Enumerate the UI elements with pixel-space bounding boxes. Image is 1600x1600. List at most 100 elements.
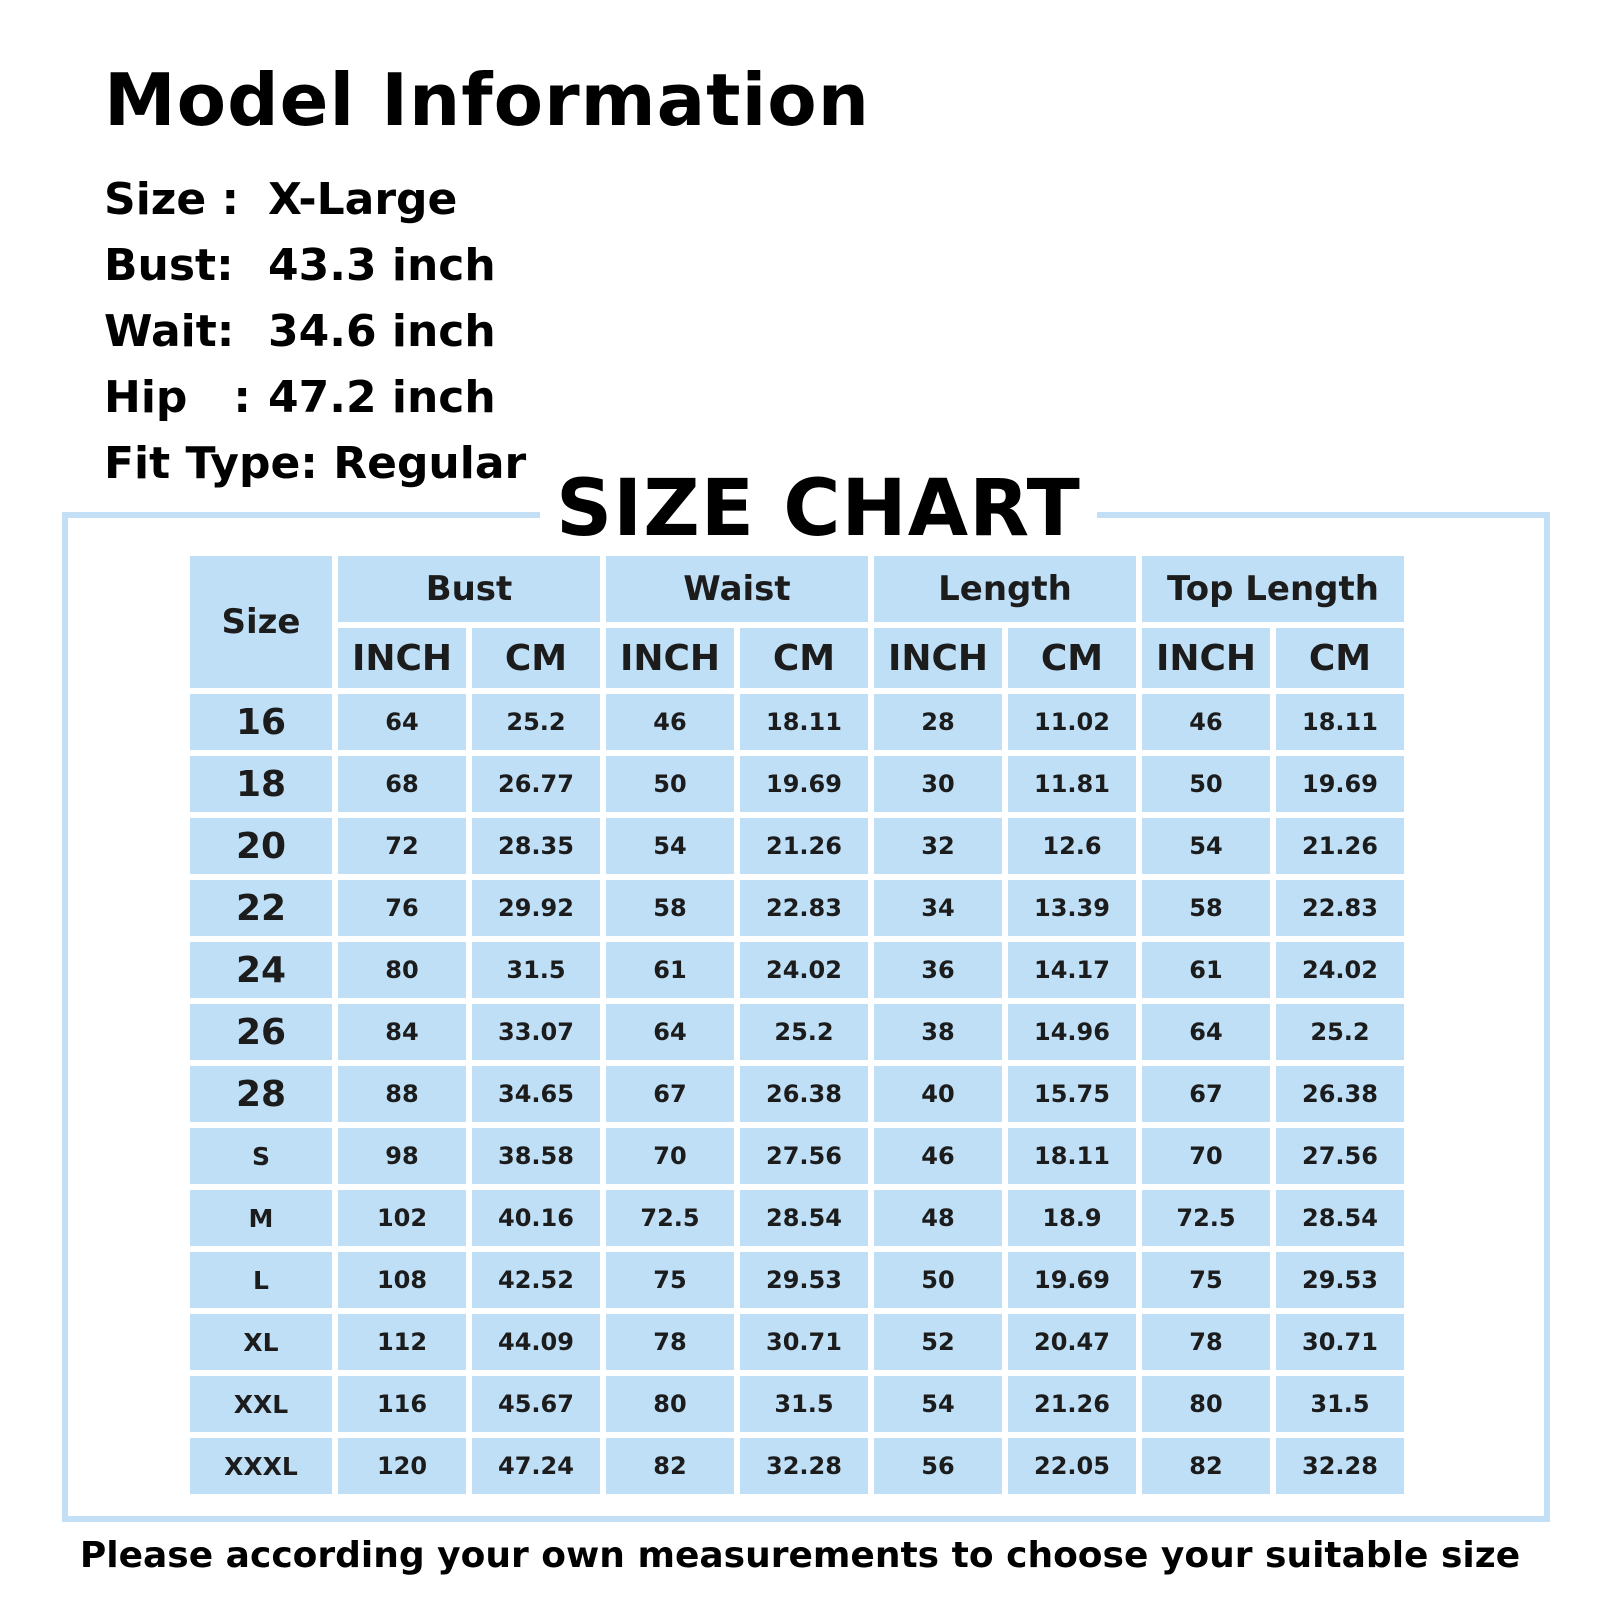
value-cell: 22.83 <box>740 880 868 936</box>
value-cell: 26.38 <box>740 1066 868 1122</box>
value-cell: 64 <box>1142 1004 1270 1060</box>
value-cell: 11.81 <box>1008 756 1136 812</box>
model-size-row: Size : X-Large <box>104 172 526 238</box>
value-cell: 20.47 <box>1008 1314 1136 1370</box>
value-cell: 11.02 <box>1008 694 1136 750</box>
table-row: XXXL 120 47.24 82 32.28 56 22.05 82 32.28 <box>190 1438 1404 1494</box>
model-waist-value: 34.6 inch <box>268 306 496 357</box>
model-information-title: Model Information <box>104 58 871 142</box>
value-cell: 25.2 <box>472 694 600 750</box>
size-chart-title: SIZE CHART <box>540 464 1097 554</box>
value-cell: 70 <box>1142 1128 1270 1184</box>
value-cell: 14.96 <box>1008 1004 1136 1060</box>
table-row: 24 80 31.5 61 24.02 36 14.17 61 24.02 <box>190 942 1404 998</box>
value-cell: 15.75 <box>1008 1066 1136 1122</box>
value-cell: 26.38 <box>1276 1066 1404 1122</box>
value-cell: 14.17 <box>1008 942 1136 998</box>
value-cell: 78 <box>606 1314 734 1370</box>
value-cell: 102 <box>338 1190 466 1246</box>
value-cell: 31.5 <box>1276 1376 1404 1432</box>
model-hip-value: 47.2 inch <box>268 372 496 423</box>
value-cell: 21.26 <box>1276 818 1404 874</box>
unit-header: CM <box>1276 628 1404 688</box>
model-bust-row: Bust: 43.3 inch <box>104 238 526 304</box>
unit-header: INCH <box>606 628 734 688</box>
value-cell: 46 <box>874 1128 1002 1184</box>
model-size-label: Size : <box>104 174 240 225</box>
value-cell: 54 <box>606 818 734 874</box>
value-cell: 27.56 <box>1276 1128 1404 1184</box>
value-cell: 42.52 <box>472 1252 600 1308</box>
size-cell: XXXL <box>190 1438 332 1494</box>
footer-note: Please according your own measurements t… <box>79 1535 1521 1576</box>
value-cell: 45.67 <box>472 1376 600 1432</box>
value-cell: 67 <box>1142 1066 1270 1122</box>
value-cell: 75 <box>1142 1252 1270 1308</box>
value-cell: 18.9 <box>1008 1190 1136 1246</box>
value-cell: 25.2 <box>740 1004 868 1060</box>
model-fit-type: Fit Type: Regular <box>104 438 527 489</box>
value-cell: 88 <box>338 1066 466 1122</box>
value-cell: 30 <box>874 756 1002 812</box>
value-cell: 32.28 <box>740 1438 868 1494</box>
value-cell: 30.71 <box>740 1314 868 1370</box>
model-bust-value: 43.3 inch <box>268 240 496 291</box>
value-cell: 64 <box>338 694 466 750</box>
value-cell: 28.54 <box>740 1190 868 1246</box>
top-length-group-header: Top Length <box>1142 556 1404 622</box>
table-row: 22 76 29.92 58 22.83 34 13.39 58 22.83 <box>190 880 1404 936</box>
value-cell: 58 <box>1142 880 1270 936</box>
value-cell: 40.16 <box>472 1190 600 1246</box>
value-cell: 75 <box>606 1252 734 1308</box>
value-cell: 32.28 <box>1276 1438 1404 1494</box>
value-cell: 78 <box>1142 1314 1270 1370</box>
value-cell: 84 <box>338 1004 466 1060</box>
value-cell: 54 <box>1142 818 1270 874</box>
size-cell: 18 <box>190 756 332 812</box>
value-cell: 28.35 <box>472 818 600 874</box>
value-cell: 112 <box>338 1314 466 1370</box>
model-waist-label: Wait: <box>104 306 235 357</box>
value-cell: 38.58 <box>472 1128 600 1184</box>
value-cell: 27.56 <box>740 1128 868 1184</box>
table-row: 28 88 34.65 67 26.38 40 15.75 67 26.38 <box>190 1066 1404 1122</box>
value-cell: 72.5 <box>606 1190 734 1246</box>
unit-header: INCH <box>338 628 466 688</box>
value-cell: 116 <box>338 1376 466 1432</box>
value-cell: 22.05 <box>1008 1438 1136 1494</box>
size-cell: S <box>190 1128 332 1184</box>
value-cell: 18.11 <box>1276 694 1404 750</box>
value-cell: 80 <box>338 942 466 998</box>
value-cell: 50 <box>1142 756 1270 812</box>
table-row: 16 64 25.2 46 18.11 28 11.02 46 18.11 <box>190 694 1404 750</box>
value-cell: 22.83 <box>1276 880 1404 936</box>
value-cell: 19.69 <box>1008 1252 1136 1308</box>
model-waist-row: Wait: 34.6 inch <box>104 304 526 370</box>
value-cell: 36 <box>874 942 1002 998</box>
model-size-value: X-Large <box>268 174 458 225</box>
value-cell: 48 <box>874 1190 1002 1246</box>
size-cell: 28 <box>190 1066 332 1122</box>
value-cell: 61 <box>606 942 734 998</box>
length-group-header: Length <box>874 556 1136 622</box>
value-cell: 50 <box>606 756 734 812</box>
value-cell: 34.65 <box>472 1066 600 1122</box>
value-cell: 19.69 <box>1276 756 1404 812</box>
value-cell: 82 <box>606 1438 734 1494</box>
unit-header: INCH <box>1142 628 1270 688</box>
size-cell: XXL <box>190 1376 332 1432</box>
model-hip-label: Hip : <box>104 372 251 423</box>
size-cell: 24 <box>190 942 332 998</box>
value-cell: 47.24 <box>472 1438 600 1494</box>
value-cell: 12.6 <box>1008 818 1136 874</box>
table-row: 20 72 28.35 54 21.26 32 12.6 54 21.26 <box>190 818 1404 874</box>
value-cell: 64 <box>606 1004 734 1060</box>
value-cell: 40 <box>874 1066 1002 1122</box>
waist-group-header: Waist <box>606 556 868 622</box>
value-cell: 21.26 <box>740 818 868 874</box>
table-row: M 102 40.16 72.5 28.54 48 18.9 72.5 28.54 <box>190 1190 1404 1246</box>
table-row: 26 84 33.07 64 25.2 38 14.96 64 25.2 <box>190 1004 1404 1060</box>
value-cell: 28.54 <box>1276 1190 1404 1246</box>
value-cell: 80 <box>1142 1376 1270 1432</box>
size-chart-body: 16 64 25.2 46 18.11 28 11.02 46 18.11 18 68 26.77 50… <box>190 694 1404 1494</box>
